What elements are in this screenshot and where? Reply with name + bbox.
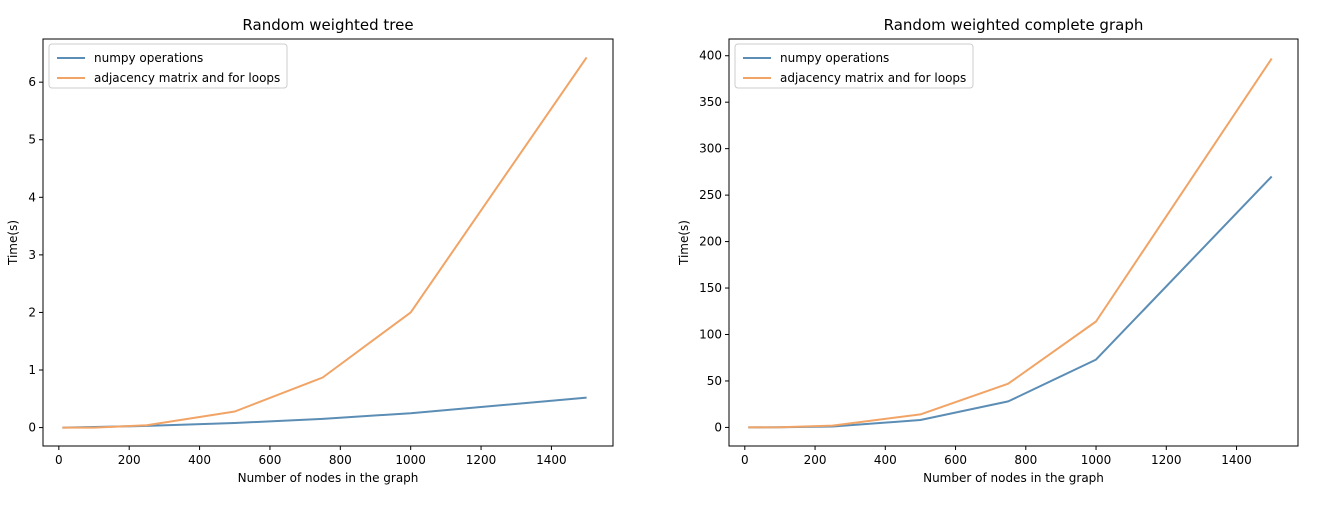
x-axis-label: Number of nodes in the graph — [923, 471, 1104, 485]
x-tick-label: 1200 — [1151, 453, 1182, 467]
y-axis-label: Time(s) — [6, 220, 20, 266]
x-tick-label: 600 — [944, 453, 967, 467]
y-tick-label: 350 — [699, 95, 722, 109]
x-tick-label: 0 — [741, 453, 749, 467]
x-tick-label: 1200 — [466, 453, 497, 467]
y-tick-label: 400 — [699, 49, 722, 63]
x-axis-label: Number of nodes in the graph — [238, 471, 419, 485]
series-line-adjacency-matrix — [748, 57, 1273, 429]
x-tick-label: 200 — [804, 453, 827, 467]
y-tick-label: 2 — [28, 305, 36, 319]
y-tick-label: 0 — [28, 421, 36, 435]
series-line-adjacency-matrix — [62, 56, 588, 429]
y-tick-label: 3 — [28, 248, 36, 262]
y-tick-label: 100 — [699, 327, 722, 341]
x-tick-label: 400 — [874, 453, 897, 467]
legend-entry: adjacency matrix and for loops — [94, 71, 280, 85]
legend-entry: numpy operations — [94, 51, 203, 65]
y-tick-label: 0 — [714, 420, 722, 434]
series-line-numpy-operations — [62, 396, 587, 429]
series-line-numpy-operations — [748, 175, 1273, 429]
y-tick-label: 50 — [707, 374, 722, 388]
y-tick-label: 4 — [28, 190, 36, 204]
x-tick-label: 0 — [55, 453, 63, 467]
y-tick-label: 150 — [699, 281, 722, 295]
y-tick-label: 300 — [699, 142, 722, 156]
legend-box — [48, 43, 288, 89]
axes-frame — [42, 38, 614, 447]
y-tick-label: 5 — [28, 133, 36, 147]
x-tick-label: 1000 — [1081, 453, 1112, 467]
chart-random-weighted-complete-graph: Random weighted complete graph 0 200 400 600… — [677, 16, 1299, 485]
x-tick-label: 800 — [329, 453, 352, 467]
x-tick-label: 600 — [258, 453, 281, 467]
legend-entry: adjacency matrix and for loops — [780, 71, 966, 85]
x-tick-label: 400 — [188, 453, 211, 467]
x-tick-label: 200 — [118, 453, 141, 467]
x-tick-label: 1000 — [395, 453, 426, 467]
y-axis-label: Time(s) — [677, 220, 691, 266]
legend-entry: numpy operations — [780, 51, 889, 65]
y-tick-label: 250 — [699, 188, 722, 202]
chart-title: Random weighted complete graph — [884, 16, 1144, 34]
x-tick-label: 800 — [1014, 453, 1037, 467]
x-tick-label: 1400 — [536, 453, 567, 467]
chart-title: Random weighted tree — [242, 16, 413, 34]
y-tick-label: 200 — [699, 235, 722, 249]
y-tick-label: 6 — [28, 75, 36, 89]
axes-frame — [728, 38, 1299, 447]
legend-box — [734, 43, 974, 89]
x-tick-label: 1400 — [1221, 453, 1252, 467]
y-tick-label: 1 — [28, 363, 36, 377]
